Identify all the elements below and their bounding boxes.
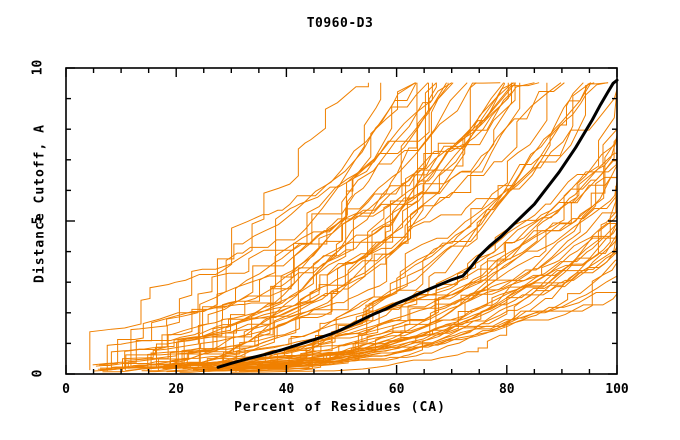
prediction-curve [89, 82, 417, 371]
prediction-curve [186, 82, 591, 365]
prediction-curve [125, 82, 501, 370]
prediction-curve [264, 226, 618, 368]
x-tick-label: 60 [388, 382, 405, 397]
prediction-curve [147, 82, 517, 371]
x-axis-label: Percent of Residues (CA) [234, 400, 446, 415]
x-tick-label: 80 [498, 382, 515, 397]
prediction-curve [95, 82, 437, 367]
prediction-curve [148, 82, 512, 373]
prediction-curve [182, 82, 548, 370]
prediction-curve [130, 82, 416, 366]
prediction-curve [223, 210, 618, 368]
prediction-curve [157, 82, 535, 371]
prediction-curve [92, 82, 382, 366]
y-tick-label: 10 [30, 59, 46, 76]
prediction-curve [274, 222, 618, 368]
axes-layer [65, 67, 618, 375]
prediction-curve [210, 137, 618, 370]
prediction-curve [240, 234, 618, 370]
prediction-curve [200, 89, 618, 372]
reference-curve [216, 78, 619, 369]
prediction-curve [250, 293, 618, 373]
prediction-curve [102, 82, 454, 373]
prediction-curve [207, 222, 617, 372]
page-title: T0960-D3 [306, 16, 374, 31]
y-tick-label: 5 [30, 216, 46, 225]
prediction-curve [163, 82, 516, 366]
prediction-curve [106, 82, 416, 372]
prediction-curve [150, 82, 540, 370]
prediction-curve [99, 82, 468, 366]
prediction-curve [105, 82, 369, 370]
prediction-curve [99, 82, 437, 371]
x-tick-label: 40 [278, 382, 295, 397]
prediction-curve [169, 82, 609, 367]
prediction-curve [267, 223, 618, 370]
prediction-curve [179, 82, 509, 373]
x-tick-label: 100 [605, 382, 629, 397]
curves-layer [89, 78, 619, 373]
prediction-curve [132, 82, 565, 369]
prediction-curve [201, 82, 608, 367]
prediction-curve [122, 82, 513, 371]
prediction-curve [241, 262, 618, 368]
prediction-curve [163, 82, 449, 367]
y-tick-label: 0 [30, 369, 46, 378]
x-tick-label: 0 [62, 382, 70, 397]
x-tick-label: 20 [168, 382, 185, 397]
prediction-curve [224, 292, 617, 370]
prediction-curve [159, 82, 592, 368]
prediction-curve [221, 185, 617, 366]
